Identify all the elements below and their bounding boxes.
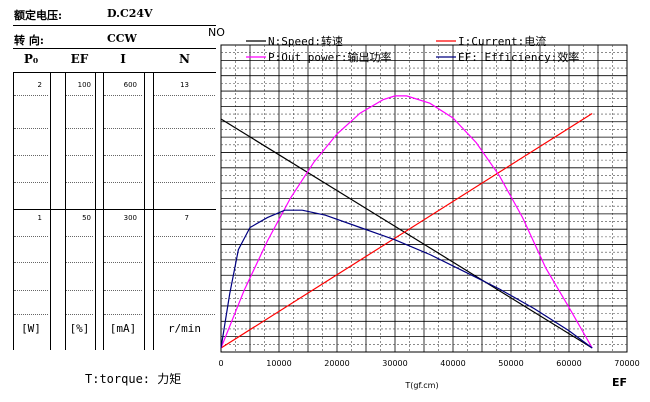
- table-dotted-line: [104, 290, 142, 291]
- table-dotted-line: [14, 182, 48, 183]
- series-line-p: [220, 95, 593, 349]
- table-dotted-line: [104, 128, 142, 129]
- legend-entry: I:Current:电流: [458, 34, 546, 48]
- current-mid-value: 300: [123, 214, 137, 222]
- torque-label: T:torque: 力矩: [85, 372, 182, 386]
- column-current: [103, 72, 145, 350]
- table-dotted-line: [14, 290, 48, 291]
- efficiency-top-value: 100: [77, 81, 91, 89]
- table-dotted-line: [66, 155, 93, 156]
- x-tick-label: 20000: [324, 359, 349, 368]
- table-dotted-line: [14, 155, 48, 156]
- column-head-speed: N: [179, 52, 190, 66]
- column-power: [13, 72, 51, 350]
- table-dotted-line: [154, 155, 215, 156]
- table-dotted-line: [104, 262, 142, 263]
- table-dotted-line: [66, 95, 93, 96]
- column-efficiency: [65, 72, 96, 350]
- legend-entry: EF: Efficiency:效率: [458, 50, 579, 64]
- legend-entry: P:Out power:输出功率: [268, 50, 391, 64]
- x-tick-label: 10000: [266, 359, 291, 368]
- column-head-efficiency: EF: [70, 52, 89, 66]
- header-divider-1: [13, 25, 216, 26]
- table-dotted-line: [154, 236, 215, 237]
- speed-unit: r/min: [167, 322, 202, 335]
- direction-label: 转 向:: [14, 34, 44, 47]
- current-unit: [mA]: [109, 322, 137, 335]
- column-head-power: P₀: [23, 52, 39, 66]
- chart-grid: [220, 44, 628, 353]
- efficiency-unit: [%]: [69, 322, 90, 335]
- x-axis-label: T(gf.cm): [404, 381, 438, 390]
- x-tick-label: 70000: [614, 359, 639, 368]
- table-dotted-line: [104, 155, 142, 156]
- table-dotted-line: [154, 290, 215, 291]
- table-dotted-line: [104, 236, 142, 237]
- x-tick-label: 0: [218, 359, 223, 368]
- table-dotted-line: [66, 314, 93, 315]
- current-top-value: 600: [123, 81, 137, 89]
- voltage-value: D.C24V: [107, 7, 153, 20]
- table-dotted-line: [14, 128, 48, 129]
- table-dotted-line: [66, 262, 93, 263]
- table-mid-divider: [13, 209, 216, 210]
- series-line-i: [220, 112, 593, 349]
- table-dotted-line: [104, 182, 142, 183]
- series-line-n: [220, 118, 593, 349]
- legend-entry: N:Speed:转速: [268, 34, 343, 48]
- chart-legend: N:Speed:转速 I:Current:电流 P:Out power:输出功率 EF…: [246, 34, 579, 64]
- power-top-value: 2: [37, 81, 42, 89]
- table-dotted-line: [66, 128, 93, 129]
- table-dotted-line: [14, 262, 48, 263]
- table-dotted-line: [66, 236, 93, 237]
- table-header-divider: [13, 72, 216, 73]
- series-line-ef: [220, 209, 593, 349]
- table-dotted-line: [154, 128, 215, 129]
- chart-curves: [220, 95, 593, 349]
- x-axis-ticks: 0 10000 20000 30000 40000 50000 60000 70000: [218, 359, 639, 368]
- x-tick-label: 40000: [440, 359, 465, 368]
- efficiency-mid-value: 50: [82, 214, 91, 222]
- voltage-label: 额定电压:: [14, 9, 63, 22]
- table-dotted-line: [66, 182, 93, 183]
- speed-mid-value: 7: [184, 214, 189, 222]
- corner-label-bottom: EF: [612, 376, 627, 389]
- table-dotted-line: [154, 95, 215, 96]
- table-dotted-line: [14, 314, 48, 315]
- table-dotted-line: [154, 182, 215, 183]
- table-dotted-line: [154, 262, 215, 263]
- speed-top-value: 13: [180, 81, 189, 89]
- table-dotted-line: [154, 314, 215, 315]
- table-dotted-line: [104, 95, 142, 96]
- table-dotted-line: [104, 314, 142, 315]
- table-dotted-line: [14, 236, 48, 237]
- x-tick-label: 30000: [382, 359, 407, 368]
- x-tick-label: 50000: [498, 359, 523, 368]
- power-unit: [W]: [21, 322, 41, 335]
- corner-label-top: NO: [208, 26, 225, 39]
- table-dotted-line: [66, 290, 93, 291]
- column-speed: [153, 72, 217, 350]
- header-divider-2: [13, 48, 216, 49]
- power-mid-value: 1: [37, 214, 42, 222]
- x-tick-label: 60000: [556, 359, 581, 368]
- direction-value: CCW: [107, 32, 137, 45]
- column-head-current: I: [120, 52, 126, 66]
- table-dotted-line: [14, 95, 48, 96]
